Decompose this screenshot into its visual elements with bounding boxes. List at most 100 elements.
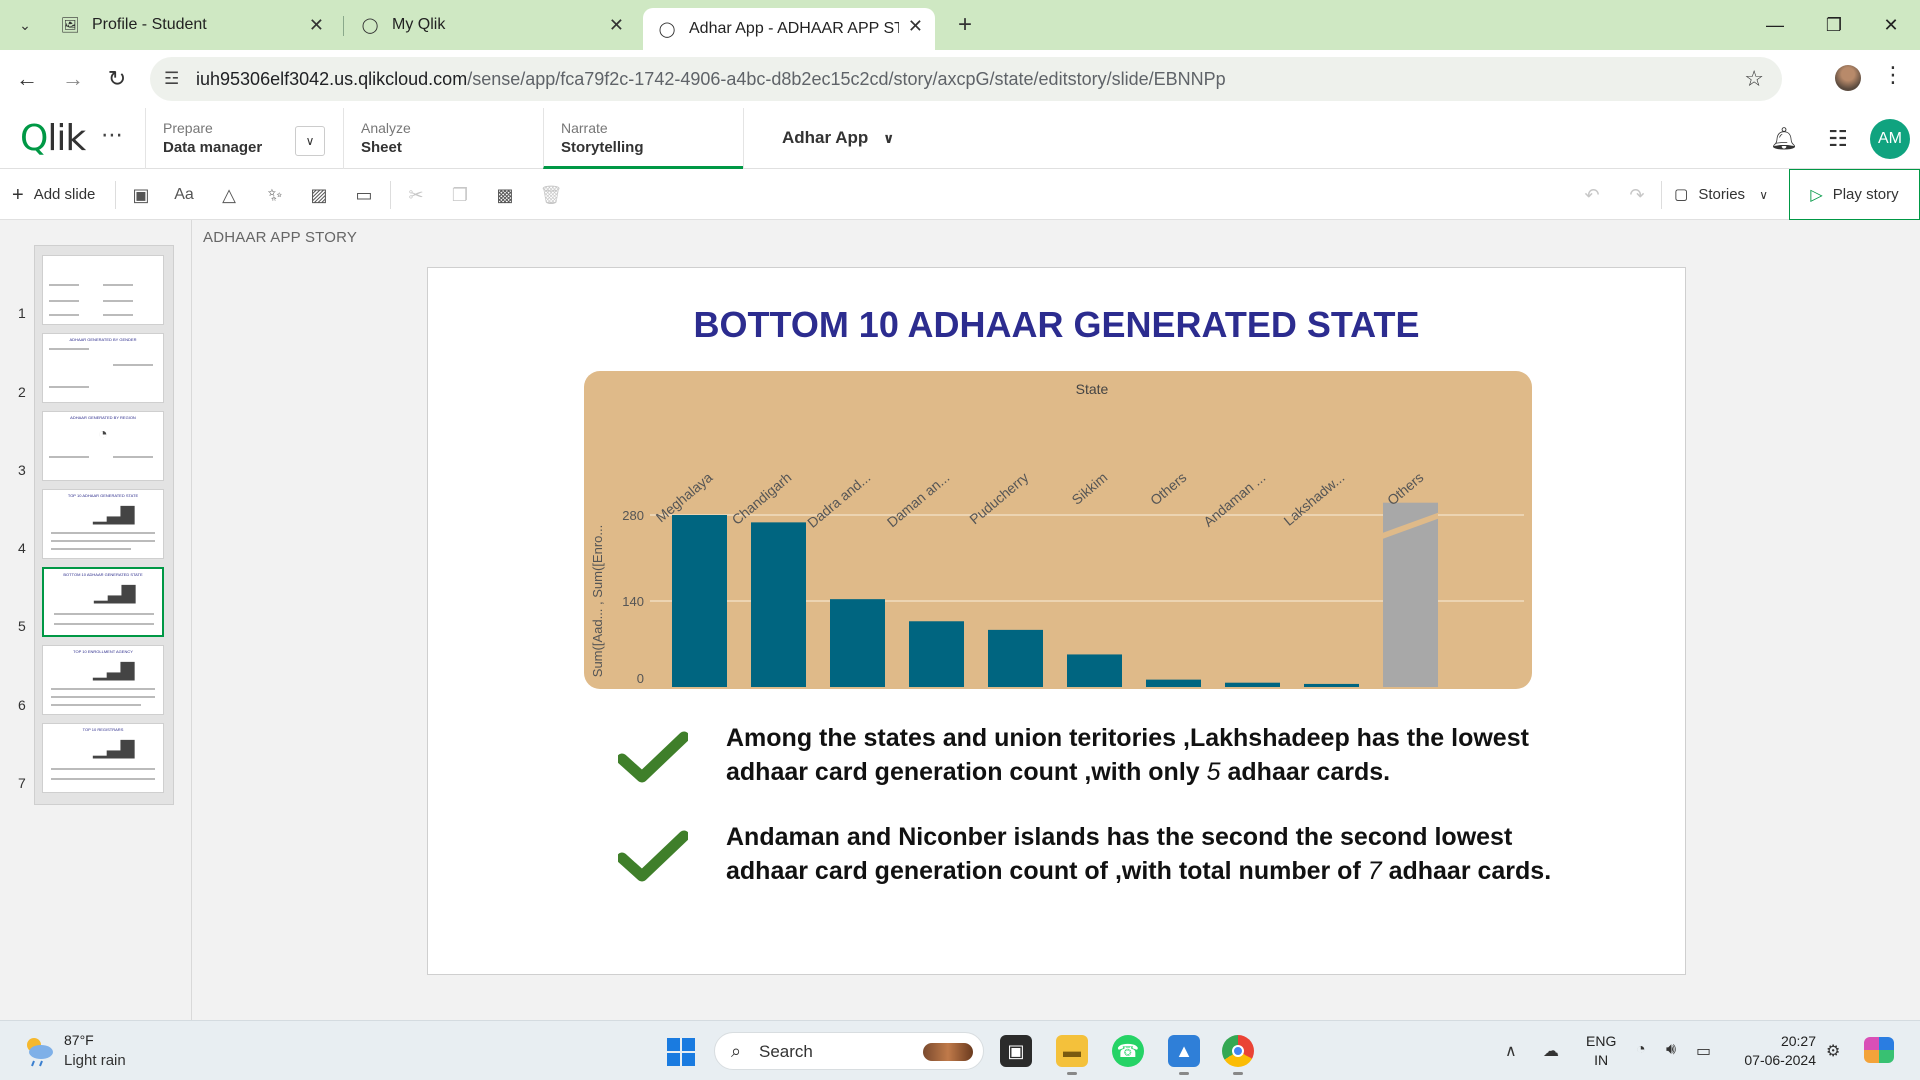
close-tab-icon[interactable]: ✕ — [608, 15, 624, 35]
url-input[interactable]: ☲ iuh95306elf3042.us.qlikcloud.com/sense… — [150, 57, 1782, 101]
system-clock[interactable]: 20:27 07-06-2024 — [1744, 1033, 1816, 1068]
prepare-dropdown-button[interactable]: ∨ — [295, 126, 325, 156]
new-tab-button[interactable]: + — [957, 11, 972, 38]
story-slide[interactable]: BOTTOM 10 ADHAAR GENERATED STATE 0 140 280… — [427, 267, 1686, 975]
qlik-icon: ◯ — [658, 21, 676, 38]
slide-thumbnails-panel: ADHAAR GENERATED BY GENDER ADHAAR GENERA… — [0, 220, 192, 1020]
cut-icon[interactable]: ✂ — [408, 184, 424, 205]
image-icon[interactable]: ▨ — [310, 184, 328, 205]
bar-dadra-and — [830, 599, 885, 687]
chevron-down-icon: ∨ — [1759, 188, 1769, 202]
x-tick-label: Sikkim — [1069, 469, 1111, 508]
wifi-icon[interactable]: ◔ — [1636, 1041, 1646, 1058]
y-tick-label: 140 — [622, 594, 644, 609]
bar-truncation-mark — [1383, 512, 1438, 539]
volume-icon[interactable]: 🔊︎ — [1666, 1041, 1677, 1058]
slide-number: 2 — [18, 384, 26, 400]
slide-thumbnail-1[interactable] — [42, 255, 164, 325]
task-view-icon[interactable]: ▣ — [1000, 1035, 1032, 1067]
x-tick-label: Daman an... — [884, 469, 953, 530]
back-button[interactable]: ← — [16, 66, 38, 91]
redo-icon[interactable]: ↷ — [1629, 184, 1645, 205]
input-language[interactable]: ENG IN — [1586, 1033, 1617, 1068]
tab-adhar-app[interactable]: ◯ Adhar App - ADHAAR APP STO ✕ — [643, 8, 935, 50]
file-explorer-icon[interactable]: ▬ — [1056, 1035, 1088, 1075]
tab-my-qlik[interactable]: ◯ My Qlik ✕ — [346, 7, 636, 43]
app-name-dropdown[interactable]: Adhar App ∨ — [782, 128, 895, 147]
notifications-bell-icon[interactable]: 🔔︎ — [1770, 126, 1798, 151]
slide-thumbnail-2[interactable]: ADHAAR GENERATED BY GENDER — [42, 333, 164, 403]
tab-separator — [343, 16, 344, 36]
bar-chart-icon: ▁▃▇ — [94, 583, 136, 603]
qlik-logo[interactable]: Qlik — [20, 118, 86, 159]
windows-start-icon[interactable] — [667, 1038, 695, 1066]
play-icon: ▷ — [1810, 186, 1823, 204]
search-icon: ⌕ — [731, 1041, 742, 1061]
thumbnail-list: ADHAAR GENERATED BY GENDER ADHAAR GENERA… — [34, 245, 174, 805]
effects-wand-icon[interactable]: ✨︎ — [267, 184, 283, 205]
weather-temperature[interactable]: 87°F — [64, 1032, 94, 1048]
stories-dropdown[interactable]: ▢ Stories ∨ — [1674, 186, 1769, 203]
notification-bell-icon[interactable]: ⚙ — [1826, 1043, 1841, 1060]
text-icon[interactable]: Aa — [174, 186, 194, 203]
tab-search-button[interactable]: ⌄ — [19, 16, 31, 33]
toolbar-divider — [115, 181, 116, 209]
taskbar-search-box[interactable]: ⌕ Search — [714, 1032, 984, 1070]
bar-daman-an — [909, 621, 964, 687]
delete-icon[interactable]: 🗑︎ — [539, 184, 563, 205]
browser-profile-avatar[interactable] — [1835, 65, 1861, 91]
slide-thumbnail-7[interactable]: TOP 10 REGISTRARS ▁▃▇ — [42, 723, 164, 793]
search-highlight-icon — [923, 1043, 973, 1061]
url-text: iuh95306elf3042.us.qlikcloud.com/sense/a… — [196, 69, 1226, 89]
tab-profile-student[interactable]: 🖼 Profile - Student ✕ — [46, 7, 336, 43]
restore-button[interactable]: ❐ — [1825, 14, 1843, 35]
prepare-section[interactable]: Prepare Data manager — [145, 108, 325, 169]
pie-chart-icon: ◔ — [98, 426, 108, 443]
close-tab-icon[interactable]: ✕ — [907, 16, 923, 36]
site-settings-icon[interactable]: ☲ — [164, 69, 180, 88]
slide-thumbnail-4[interactable]: TOP 10 ADHAAR GENERATED STATE ▁▃▇ — [42, 489, 164, 559]
chrome-icon[interactable] — [1222, 1035, 1254, 1075]
x-tick-label: Others — [1384, 469, 1426, 508]
y-tick-label: 280 — [622, 508, 644, 523]
forward-button[interactable]: → — [62, 66, 84, 91]
bar-chart[interactable]: 0 140 280 State Sum([Aad... , Sum([Enro... Me… — [584, 371, 1532, 689]
bar-chart-icon: ▁▃▇ — [93, 504, 135, 524]
slide-thumbnail-3[interactable]: ADHAAR GENERATED BY REGION ◔ — [42, 411, 164, 481]
embed-sheet-icon[interactable]: ▭ — [355, 184, 373, 205]
battery-icon[interactable]: ▭ — [1696, 1043, 1712, 1060]
undo-icon[interactable]: ↶ — [1584, 184, 1600, 205]
show-hidden-icons-chevron[interactable]: ∧ — [1505, 1043, 1517, 1060]
browser-menu-icon[interactable]: ⋮ — [1882, 62, 1904, 87]
weather-description[interactable]: Light rain — [64, 1052, 126, 1069]
close-window-button[interactable]: ✕ — [1883, 14, 1899, 35]
story-toolbar: + Add slide ▣ Aa △ ✨︎ ▨ ▭ ✂ ❐ ▩ 🗑︎ ↶ ↷ ▢ … — [0, 169, 1920, 220]
play-story-button[interactable]: ▷ Play story — [1789, 169, 1920, 220]
slide-thumbnail-5[interactable]: BOTTOM 10 ADHAAR GENERATED STATE ▁▃▇ — [42, 567, 164, 637]
minimize-button[interactable]: — — [1766, 14, 1784, 35]
analyze-section[interactable]: Analyze Sheet — [343, 108, 543, 169]
slide-thumbnail-6[interactable]: TOP 10 ENROLLMENT AGENCY ▁▃▇ — [42, 645, 164, 715]
more-options-icon[interactable]: ⋯ — [101, 122, 123, 147]
reload-button[interactable]: ↻ — [107, 66, 127, 91]
tab-title: My Qlik — [392, 16, 446, 33]
onedrive-cloud-icon[interactable]: ☁ — [1543, 1043, 1559, 1060]
copy-icon[interactable]: ❐ — [451, 184, 469, 205]
shapes-icon[interactable]: △ — [222, 184, 236, 205]
photos-app-icon[interactable]: ▲ — [1168, 1035, 1200, 1075]
checkmark-icon — [618, 830, 688, 882]
weather-rain-icon[interactable] — [22, 1033, 56, 1067]
slide-title[interactable]: BOTTOM 10 ADHAAR GENERATED STATE — [693, 304, 1420, 345]
apps-grid-icon[interactable]: ☷ — [1828, 126, 1848, 151]
bookmark-star-icon[interactable]: ☆ — [1744, 66, 1764, 91]
x-tick-label: Lakshadw... — [1281, 469, 1348, 529]
close-tab-icon[interactable]: ✕ — [308, 15, 324, 35]
copilot-icon[interactable] — [1864, 1037, 1894, 1063]
bar-lakshadw — [1304, 683, 1359, 687]
whatsapp-icon[interactable]: ☎ — [1112, 1035, 1144, 1067]
add-slide-button[interactable]: + Add slide — [12, 184, 96, 206]
snapshot-icon[interactable]: ▣ — [132, 184, 150, 205]
narrate-section[interactable]: Narrate Storytelling — [543, 108, 743, 169]
arrange-layers-icon[interactable]: ▩ — [496, 184, 514, 205]
user-avatar[interactable]: AM — [1870, 119, 1910, 159]
